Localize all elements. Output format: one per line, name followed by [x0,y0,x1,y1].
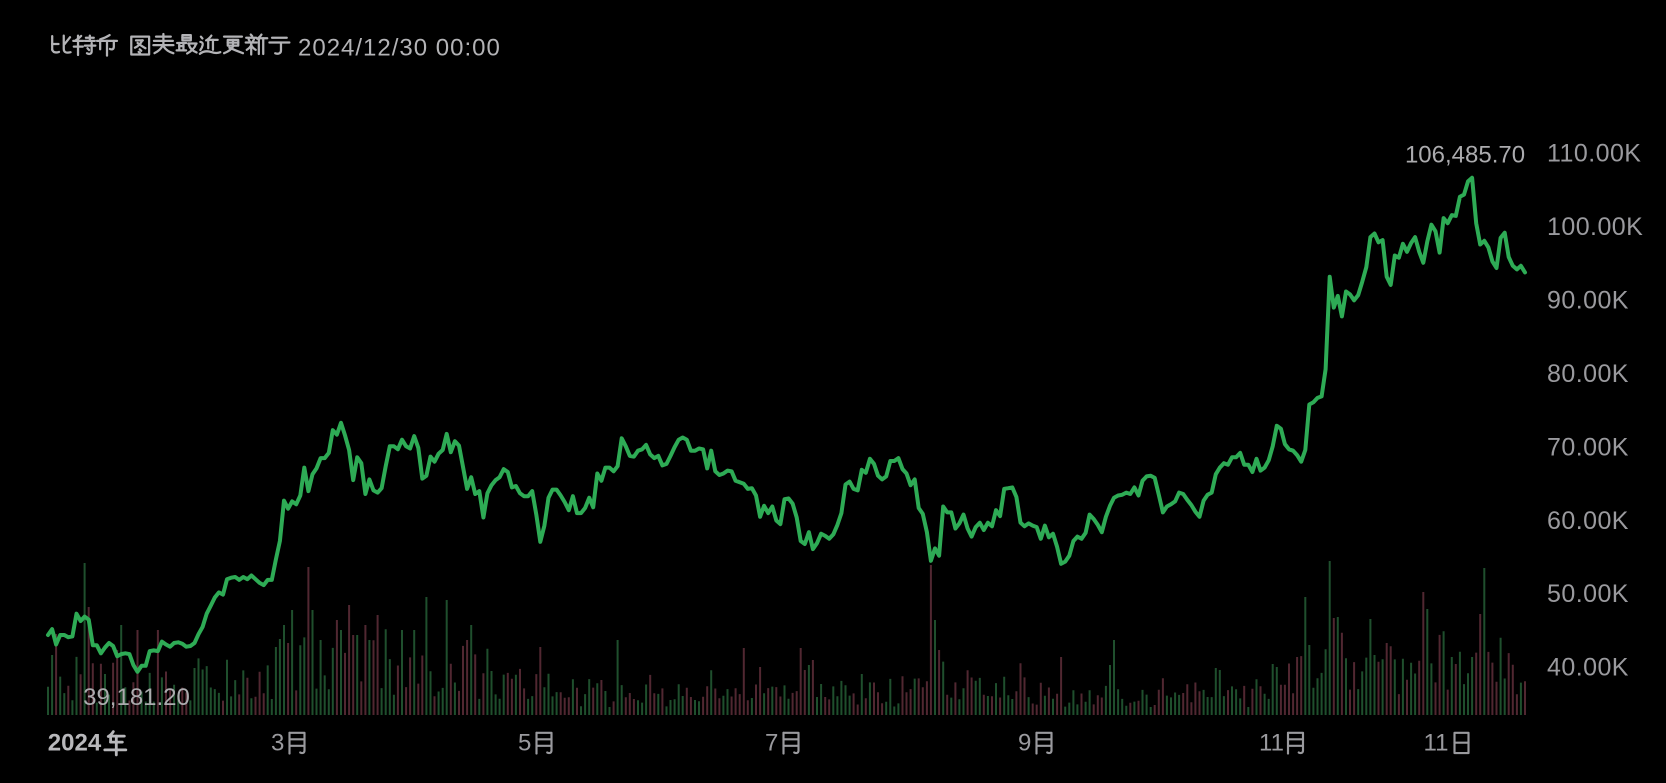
svg-text:2024: 2024 [48,730,102,757]
svg-text:7: 7 [765,730,778,757]
svg-text:39,181.20: 39,181.20 [83,684,190,711]
svg-text:5: 5 [518,730,531,757]
svg-text:9: 9 [1018,730,1031,757]
svg-text:11: 11 [1424,730,1449,757]
svg-text:11: 11 [1259,730,1284,757]
svg-text:2024/12/30 00:00: 2024/12/30 00:00 [298,35,501,62]
svg-text:50.00K: 50.00K [1547,580,1629,608]
svg-text:90.00K: 90.00K [1547,287,1629,315]
svg-text:100.00K: 100.00K [1547,213,1643,241]
svg-text:70.00K: 70.00K [1547,433,1629,461]
svg-text:110.00K: 110.00K [1547,140,1641,168]
svg-text:40.00K: 40.00K [1547,654,1629,682]
svg-text:60.00K: 60.00K [1547,507,1629,535]
svg-text:80.00K: 80.00K [1547,360,1629,388]
svg-text:3: 3 [271,730,284,757]
svg-text:106,485.70: 106,485.70 [1405,142,1525,169]
